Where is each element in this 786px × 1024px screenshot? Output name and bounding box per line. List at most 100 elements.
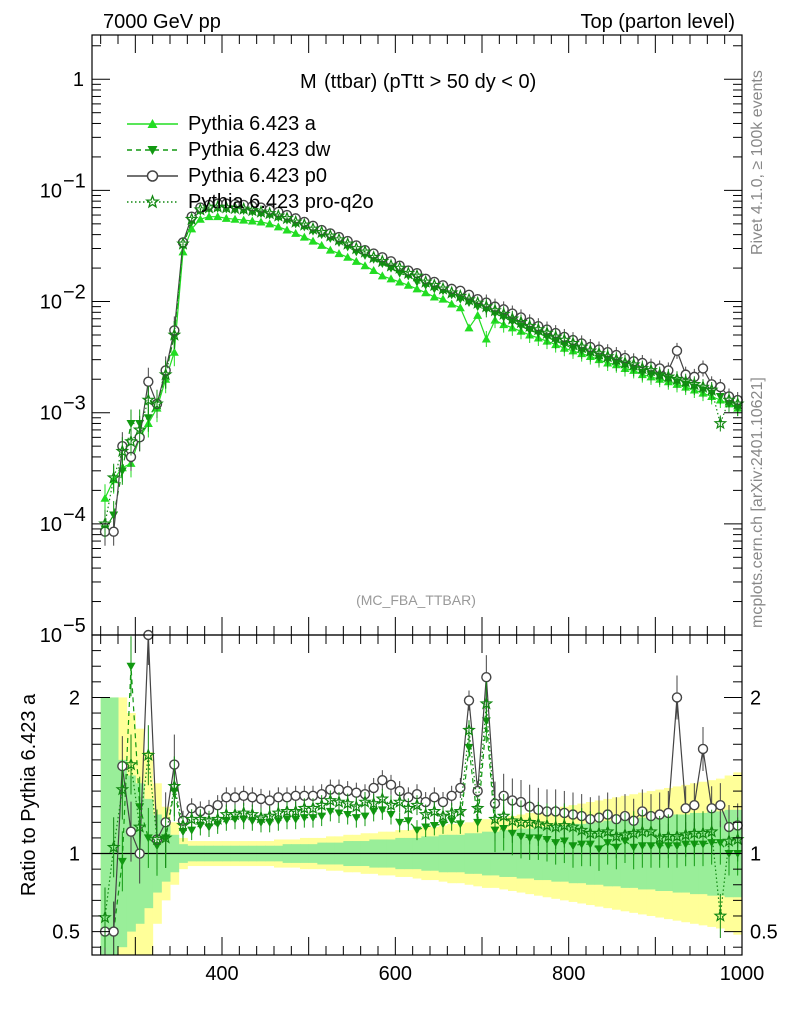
data-point [429, 821, 439, 830]
data-point [566, 336, 580, 350]
data-point [713, 908, 728, 922]
data-point [358, 244, 372, 258]
data-point [722, 833, 736, 847]
data-point [247, 216, 257, 225]
data-point [583, 343, 598, 357]
data-point [403, 817, 413, 826]
data-point [141, 392, 156, 406]
y-tick-label-base: 10 [40, 180, 62, 202]
y-tick-label-base: 10 [40, 625, 62, 647]
data-point [618, 827, 632, 841]
data-point [592, 826, 606, 840]
data-point [644, 824, 658, 838]
data-point [325, 245, 335, 254]
data-point [429, 292, 439, 301]
data-point [221, 792, 232, 803]
data-point [288, 214, 303, 228]
ratio-panel: 0.5 0.5 1 1 2 2 400 600 800 1000 Ratio to Pythia… [18, 629, 778, 985]
data-point [202, 813, 216, 827]
ratio-y-tick-label: 1 [69, 844, 80, 866]
data-point [143, 834, 153, 843]
data-point [574, 339, 589, 353]
plot-title-sub: (ttbar) (pTtt > 50 dy < 0) [324, 71, 536, 93]
data-point [264, 795, 275, 806]
data-point [126, 419, 136, 428]
data-point [697, 363, 709, 374]
data-point [236, 805, 251, 819]
data-point [281, 792, 293, 803]
ratio-frame [91, 634, 743, 956]
data-point [124, 434, 138, 448]
data-point [626, 825, 641, 840]
data-point [488, 812, 502, 825]
data-point [255, 793, 267, 805]
mcplots-label: mcplots.cern.ch [arXiv:2401.10621] [749, 377, 766, 628]
data-point [479, 299, 494, 313]
legend-label-pythia-p0: Pythia 6.423 p0 [188, 165, 327, 187]
data-point [282, 225, 292, 234]
data-point [187, 826, 197, 835]
legend-entry-pythia-a: Pythia 6.423 a [127, 113, 317, 135]
data-point [124, 757, 138, 771]
data-point [496, 808, 511, 822]
data-point [704, 824, 719, 838]
data-point [106, 470, 121, 484]
data-point [176, 236, 190, 250]
y-tick-label-base: 10 [40, 403, 62, 425]
data-point [132, 422, 147, 436]
data-point [108, 926, 119, 937]
data-point [158, 367, 173, 381]
x-tick-label: 800 [552, 963, 585, 985]
data-point [652, 367, 667, 381]
data-point [323, 228, 338, 242]
data-point [540, 818, 554, 832]
data-point [273, 792, 284, 803]
ratio-y-tick-label: 0.5 [52, 922, 80, 944]
data-point [671, 692, 683, 703]
data-point [496, 306, 511, 320]
data-point [455, 303, 465, 312]
data-point [455, 820, 465, 829]
series-line-pythia-6-423-pro-q2o [104, 206, 738, 524]
data-point [401, 265, 416, 279]
series-pythia-6-423-pro-q2o [98, 681, 745, 948]
legend-marker-triangle-down [147, 146, 158, 155]
data-point [369, 266, 379, 275]
data-point [167, 779, 182, 793]
data-point [132, 819, 147, 833]
data-point [375, 791, 390, 805]
data-point [349, 799, 364, 813]
data-point [212, 799, 223, 811]
data-point [187, 224, 197, 233]
data-point [609, 829, 624, 843]
data-point [410, 797, 424, 811]
main-x-ticks [100, 35, 743, 635]
data-point [334, 249, 344, 258]
data-point [334, 809, 344, 818]
data-point [678, 827, 693, 841]
data-point [574, 822, 589, 837]
data-point [299, 232, 309, 241]
ratio-y-axis-label: Ratio to Pythia 6.423 a [18, 693, 40, 896]
data-point [351, 256, 361, 265]
legend-label-pythia-dw: Pythia 6.423 dw [188, 139, 331, 161]
plot-title-main: M [300, 71, 317, 93]
data-point [531, 816, 546, 830]
data-point [210, 199, 225, 213]
data-point [377, 806, 387, 815]
data-point [386, 274, 396, 283]
y-tick-label: 1 [73, 69, 84, 91]
data-point [125, 826, 137, 837]
data-point [204, 212, 214, 221]
data-point [713, 416, 728, 430]
data-point [444, 285, 459, 299]
uncertainty-band-inner [100, 697, 743, 955]
data-point [167, 327, 182, 341]
data-point [453, 804, 468, 818]
ratio-y-axis: 0.5 0.5 1 1 2 2 [52, 650, 778, 948]
data-point [464, 743, 474, 752]
data-point [221, 213, 231, 222]
main-plot-area [98, 198, 745, 546]
data-point [548, 329, 563, 343]
